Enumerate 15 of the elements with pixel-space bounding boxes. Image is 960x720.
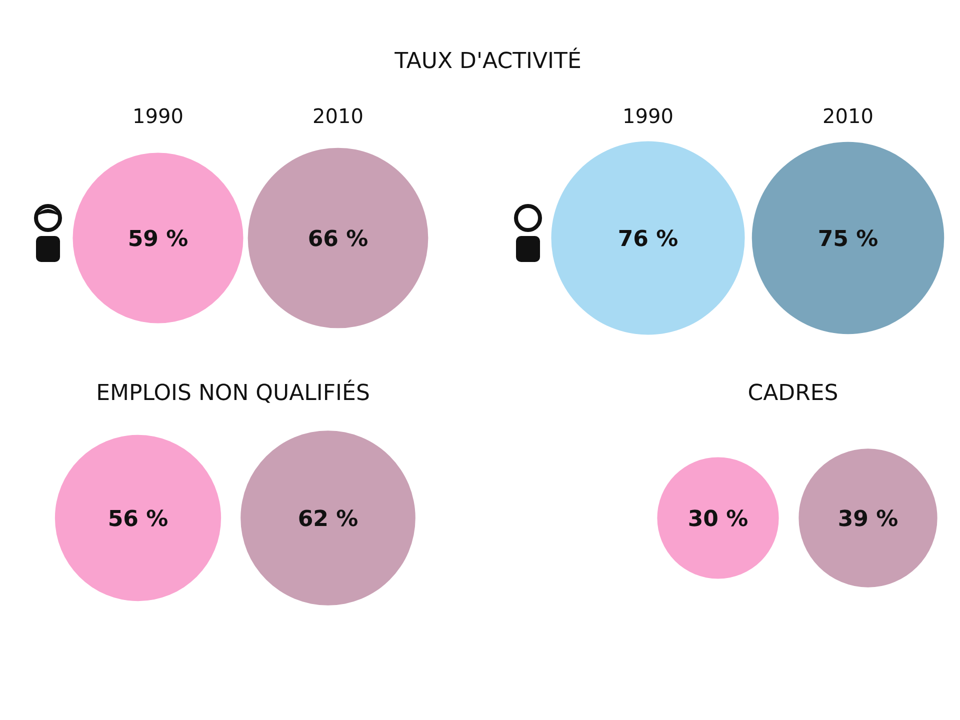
category-label: 2010 [822, 104, 874, 128]
text: TAUX D'ACTIVITÉ [394, 47, 582, 74]
data-label: 75 % [818, 227, 878, 252]
data-label: 76 % [618, 227, 678, 252]
data-label: 30 % [688, 507, 748, 532]
data-label: 39 % [838, 507, 898, 532]
category-label: 1990 [132, 104, 184, 128]
category-label: 1990 [622, 104, 674, 128]
data-label: 66 % [308, 227, 368, 252]
data-label: 59 % [128, 227, 188, 252]
data-label: 62 % [298, 507, 358, 532]
text: EMPLOIS NON QUALIFIÉS [96, 379, 370, 406]
category-label: 2010 [312, 104, 364, 128]
text: CADRES [748, 381, 838, 406]
data-label: 56 % [108, 507, 168, 532]
